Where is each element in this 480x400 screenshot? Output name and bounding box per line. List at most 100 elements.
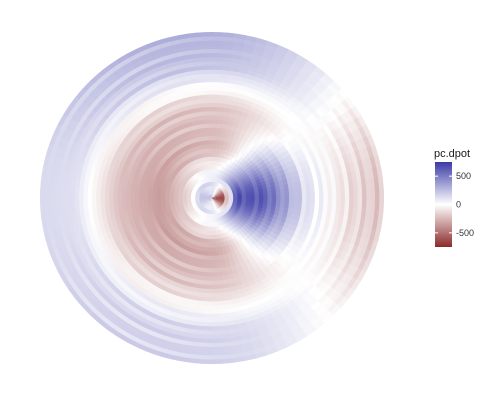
heat-cell <box>200 350 213 357</box>
heat-cell <box>211 251 217 257</box>
heat-cell <box>344 197 350 208</box>
heat-cell <box>99 190 106 199</box>
heat-cell <box>129 197 136 204</box>
heat-cell <box>275 201 281 208</box>
heatmap-field <box>40 32 384 364</box>
heat-cell <box>327 197 333 206</box>
heat-cell <box>204 242 210 249</box>
heat-cell <box>267 201 273 206</box>
heat-cell <box>202 263 208 269</box>
heat-cell <box>211 39 224 46</box>
heat-cell <box>211 135 217 141</box>
heat-cell <box>204 93 213 99</box>
heat-cell <box>297 191 303 199</box>
heat-cell <box>78 197 84 207</box>
heat-cell <box>357 188 363 199</box>
heat-cell <box>125 192 131 199</box>
heat-cell <box>211 326 222 332</box>
heat-cell <box>43 187 50 199</box>
heat-cell <box>203 313 213 319</box>
heat-cell <box>168 194 174 199</box>
heat-cell <box>56 197 63 209</box>
heat-cell <box>203 251 209 257</box>
heat-cell <box>138 193 144 199</box>
heat-cell <box>201 48 213 54</box>
heat-cell <box>301 197 307 205</box>
heat-cell <box>205 102 213 108</box>
heat-cell <box>48 197 54 209</box>
heat-cell <box>211 342 223 348</box>
heat-cell <box>323 197 329 206</box>
heat-cell <box>211 102 219 108</box>
heat-cell <box>160 194 166 199</box>
heat-cell <box>211 355 224 361</box>
heat-cell <box>379 197 384 210</box>
heat-cell <box>129 192 136 199</box>
heat-cell <box>74 197 80 208</box>
heat-cell <box>250 197 256 202</box>
heat-cell <box>211 110 219 116</box>
heat-cell <box>222 32 235 38</box>
heat-cell <box>353 197 359 208</box>
heat-cell <box>204 292 213 298</box>
heat-cell <box>82 197 88 207</box>
heat-cell <box>65 188 71 199</box>
heat-cell <box>143 188 149 195</box>
heat-cell <box>121 191 127 199</box>
heat-cell <box>207 131 213 137</box>
heat-cell <box>204 301 213 307</box>
heat-cell <box>99 197 106 206</box>
heat-cell <box>211 48 223 54</box>
heat-cell <box>138 188 145 194</box>
heat-cell <box>86 197 93 207</box>
heat-cell <box>78 189 84 199</box>
heat-cell <box>104 197 110 206</box>
heat-cell <box>211 122 218 128</box>
heat-cell <box>353 188 359 199</box>
heat-cell <box>361 187 368 199</box>
heat-cell <box>211 160 215 166</box>
heat-cell <box>211 139 217 145</box>
heat-cell <box>344 188 350 199</box>
heat-cell <box>254 197 260 202</box>
heat-cell <box>200 359 213 364</box>
heat-cell <box>220 197 226 200</box>
heat-cell <box>172 195 178 199</box>
heat-cell <box>276 197 282 203</box>
heat-cell <box>211 247 216 253</box>
heat-cell <box>201 346 213 352</box>
heat-cell <box>361 197 368 209</box>
heat-cell <box>211 93 220 99</box>
heat-cell <box>211 118 218 124</box>
heat-cell <box>374 187 381 199</box>
heat-cell <box>117 197 123 205</box>
heat-cell <box>211 69 222 75</box>
heat-cell <box>211 259 217 265</box>
heat-cell <box>211 288 219 294</box>
heat-cell <box>209 226 213 232</box>
heat-cell <box>208 234 213 240</box>
heat-cell <box>151 197 157 203</box>
heat-cell <box>204 85 213 91</box>
heat-cell <box>211 89 220 95</box>
heat-cell <box>40 208 47 221</box>
heat-cell <box>211 73 221 79</box>
heat-cell <box>349 188 355 199</box>
heat-cell <box>222 358 235 364</box>
heat-cell <box>206 263 213 269</box>
heat-cell <box>211 106 219 112</box>
heat-cell <box>211 292 220 298</box>
heat-cell <box>205 110 213 116</box>
heat-cell <box>297 197 303 205</box>
heat-cell <box>211 156 216 162</box>
heat-cell <box>206 276 213 282</box>
heat-cell <box>189 32 202 38</box>
heat-cell <box>112 197 118 205</box>
heat-cell <box>279 202 286 208</box>
heat-cell <box>211 44 223 50</box>
heat-cell <box>203 77 213 83</box>
heat-cell <box>206 114 213 120</box>
heat-cell <box>69 197 75 208</box>
heat-cell <box>52 197 58 209</box>
